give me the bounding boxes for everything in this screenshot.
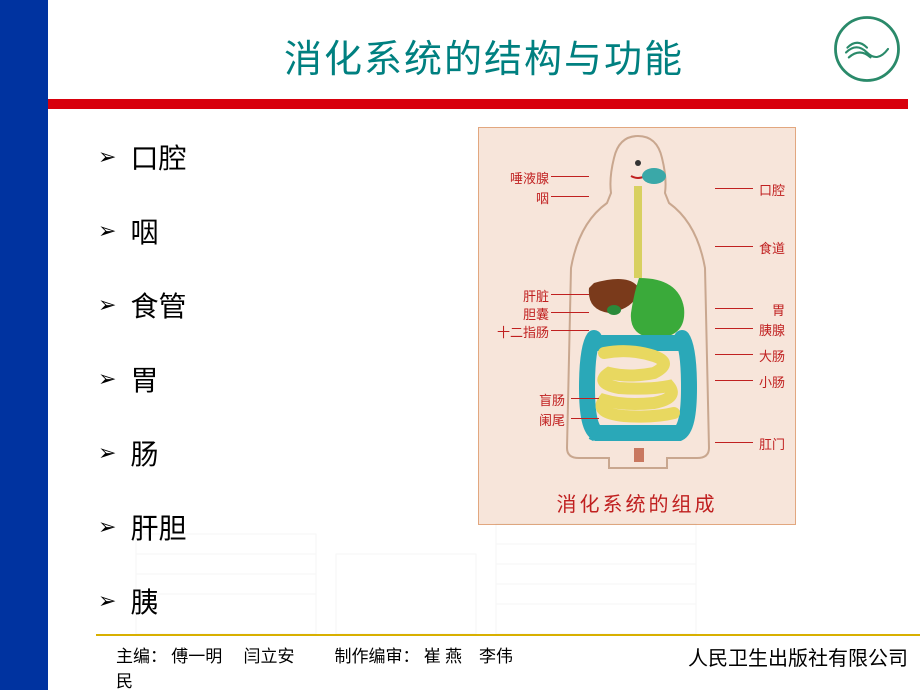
diagram-container: 唾液腺咽肝脏胆囊十二指肠口腔食道胃胰腺大肠小肠肛门盲肠阑尾 消化系统的组成 <box>478 127 796 525</box>
reviewer-name-2: 李伟 <box>479 647 513 666</box>
digestive-diagram: 唾液腺咽肝脏胆囊十二指肠口腔食道胃胰腺大肠小肠肛门盲肠阑尾 消化系统的组成 <box>478 127 796 525</box>
bullet-item: ➢ 口腔 <box>98 137 358 177</box>
bullet-item: ➢咽 <box>98 211 358 251</box>
diagram-label: 胆囊 <box>489 304 549 323</box>
diagram-label: 盲肠 <box>539 390 565 409</box>
footer: 主编： 傅一明 闫立安 民 制作编审： 崔 燕 李伟 人民卫生出版社有限公司 <box>96 634 920 690</box>
title-underline <box>48 99 908 109</box>
bullet-text: 肝胆 <box>130 507 186 547</box>
bullet-chevron-icon: ➢ <box>98 218 116 244</box>
bullet-text: 口腔 <box>130 137 186 177</box>
reviewer-name-1: 崔 燕 <box>424 647 462 666</box>
slide-content: 消化系统的结构与功能 ➢口腔➢咽➢食管➢胃➢肠➢肝胆➢胰 <box>48 0 920 690</box>
publisher-name: 人民卫生出版社有限公司 <box>688 642 908 671</box>
bullet-item: ➢ 食管 <box>98 285 358 325</box>
bullet-item: ➢胰 <box>98 581 358 621</box>
editor-name-2: 闫立安 <box>244 647 295 666</box>
bullet-text: 咽 <box>130 211 158 251</box>
bullet-chevron-icon: ➢ <box>98 292 116 318</box>
diagram-label: 咽 <box>489 188 549 207</box>
bullet-item: ➢ 肝胆 <box>98 507 358 547</box>
diagram-label: 大肠 <box>759 346 785 365</box>
diagram-label: 食道 <box>759 238 785 257</box>
bullet-text: 食管 <box>130 285 186 325</box>
diagram-label: 肛门 <box>759 434 785 453</box>
left-sidebar <box>0 0 48 690</box>
bullet-chevron-icon: ➢ <box>98 514 116 540</box>
bullet-item: ➢肠 <box>98 433 358 473</box>
diagram-label: 小肠 <box>759 372 785 391</box>
diagram-label: 唾液腺 <box>489 168 549 187</box>
diagram-label: 肝脏 <box>489 286 549 305</box>
bullet-text: 胃 <box>130 359 158 399</box>
diagram-label: 胰腺 <box>759 320 785 339</box>
reviewer-block: 制作编审： 崔 燕 李伟 <box>335 642 514 667</box>
bullet-chevron-icon: ➢ <box>98 144 116 170</box>
bullet-item: ➢胃 <box>98 359 358 399</box>
diagram-label: 阑尾 <box>539 410 565 429</box>
body-area: ➢口腔➢咽➢食管➢胃➢肠➢肝胆➢胰 <box>48 109 920 655</box>
reviewer-label: 制作编审： <box>335 647 420 666</box>
editor-label: 主编： <box>116 647 167 666</box>
editor-name-2-suffix: 民 <box>116 672 133 691</box>
bullet-text: 胰 <box>130 581 158 621</box>
bullet-chevron-icon: ➢ <box>98 588 116 614</box>
bullet-text: 肠 <box>130 433 158 473</box>
publisher-logo-icon <box>832 14 902 84</box>
bullet-chevron-icon: ➢ <box>98 366 116 392</box>
editor-block: 主编： 傅一明 闫立安 民 <box>116 642 295 692</box>
diagram-label: 十二指肠 <box>489 322 549 341</box>
bullet-list: ➢口腔➢咽➢食管➢胃➢肠➢肝胆➢胰 <box>98 137 358 655</box>
bullet-chevron-icon: ➢ <box>98 440 116 466</box>
editor-name-1: 傅一明 <box>171 647 222 666</box>
diagram-label: 胃 <box>772 300 785 319</box>
diagram-label: 口腔 <box>759 180 785 199</box>
slide-title: 消化系统的结构与功能 <box>48 0 920 99</box>
